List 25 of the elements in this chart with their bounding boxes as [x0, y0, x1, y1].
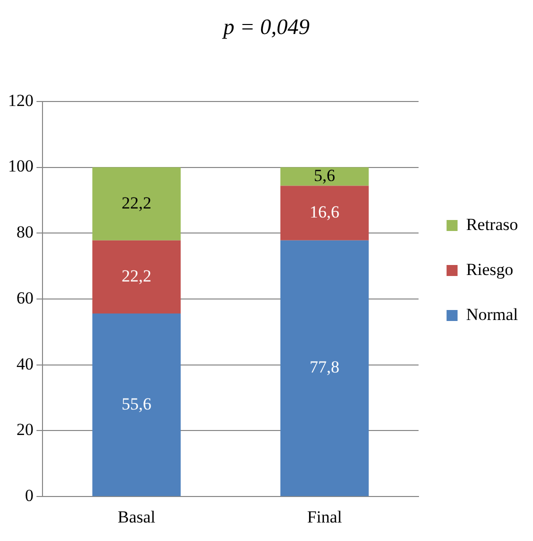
chart-title: p = 0,049	[221, 14, 310, 39]
legend-label: Riesgo	[466, 260, 514, 279]
data-label: 77,8	[310, 358, 340, 377]
y-tick-label: 0	[25, 486, 34, 506]
bar	[92, 240, 181, 314]
bar	[92, 167, 181, 240]
data-label: 22,2	[122, 193, 152, 212]
x-tick-label: Final	[307, 507, 342, 526]
bar	[280, 186, 369, 240]
y-tick-label: 120	[8, 90, 34, 110]
data-label: 22,2	[122, 266, 152, 286]
data-label: 55,6	[122, 394, 152, 414]
bar	[280, 167, 369, 186]
x-tick-label: Basal	[118, 507, 156, 526]
y-tick-label: 20	[16, 420, 34, 440]
data-label: 5,6	[314, 166, 336, 185]
y-tick-label: 80	[16, 222, 34, 242]
bar	[92, 313, 181, 496]
y-tick-label: 60	[16, 288, 34, 308]
legend-label: Retraso	[466, 214, 518, 234]
legend-label: Normal	[466, 304, 518, 324]
bar	[280, 240, 369, 496]
y-tick-label: 40	[16, 354, 34, 374]
data-label: 16,6	[310, 202, 340, 222]
y-tick-label: 100	[8, 156, 34, 176]
